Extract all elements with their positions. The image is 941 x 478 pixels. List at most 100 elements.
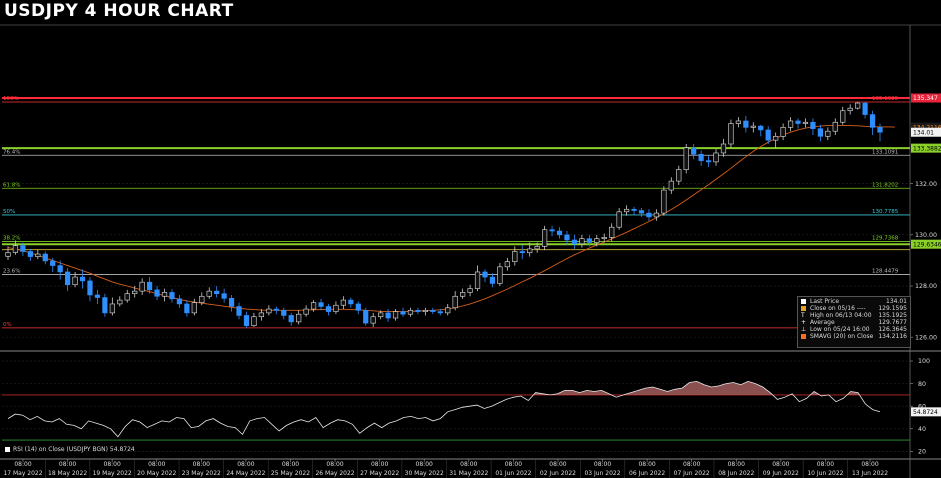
candle-body xyxy=(333,304,339,312)
candle-body xyxy=(601,237,607,239)
candle-body xyxy=(765,129,771,141)
x-axis-date-label: 18 May 2022 xyxy=(48,470,87,477)
fib-value-label: 130.7785 xyxy=(872,209,899,215)
legend-value: 135.1925 xyxy=(878,312,907,320)
legend-label: High on 06/13 04:00 xyxy=(810,312,872,320)
x-axis-time-label: 08:00 xyxy=(683,461,700,468)
x-axis-time-label: 08:00 xyxy=(638,461,655,468)
candle-body xyxy=(810,121,816,129)
price-tag xyxy=(911,122,941,132)
candle-body xyxy=(161,292,168,297)
chart-title: USDJPY 4 HOUR CHART xyxy=(4,1,234,21)
candle-body xyxy=(556,230,563,236)
candle-body xyxy=(273,308,279,311)
candle-body xyxy=(519,251,525,254)
candle-body xyxy=(124,293,130,301)
legend-row: SMAVG (20) on Close 134.2116 xyxy=(801,333,907,340)
legend-value: 134.01 xyxy=(886,298,907,305)
candle-body xyxy=(415,310,421,312)
candle-body xyxy=(661,189,667,214)
candle-body xyxy=(176,298,183,305)
candle-body xyxy=(288,315,294,323)
x-axis-date-label: 27 May 2022 xyxy=(360,470,399,477)
candle-body xyxy=(609,226,615,238)
candle-body xyxy=(206,290,212,297)
candle-body xyxy=(840,110,846,123)
candle-body xyxy=(20,245,26,252)
candle-body xyxy=(773,136,779,141)
candle-body xyxy=(228,298,235,307)
candle-body xyxy=(303,308,309,315)
x-axis-time-label: 08:00 xyxy=(817,461,834,468)
candle-body xyxy=(735,120,742,124)
x-axis-date-label: 09 Jun 2022 xyxy=(763,470,799,477)
x-axis-time-label: 08:00 xyxy=(193,461,210,468)
candle-body xyxy=(392,311,399,319)
candle-body xyxy=(579,238,585,245)
candle-body xyxy=(676,169,682,182)
level-tag xyxy=(911,93,941,103)
candle-body xyxy=(653,212,660,218)
legend-row: Close on 05/16 ---- 129.1595 xyxy=(801,305,907,312)
x-axis-time-label: 08:00 xyxy=(148,461,165,468)
candle-body xyxy=(705,160,712,163)
x-axis-time-label: 08:00 xyxy=(416,461,433,468)
x-axis-date-label: 03 Jun 2022 xyxy=(584,470,620,477)
candle-body xyxy=(713,152,719,163)
candle-body xyxy=(79,276,86,282)
candle-body xyxy=(847,107,853,112)
x-axis-date-label: 24 May 2022 xyxy=(226,470,265,477)
fib-value-label: 133.1091 xyxy=(872,149,898,155)
candle-body xyxy=(214,290,220,295)
fib-percent-label: 61.8% xyxy=(3,182,20,188)
candle-body xyxy=(616,211,622,228)
fib-percent-label: 0% xyxy=(3,322,12,328)
x-axis: 08:00 17 May 2022 08:00 18 May 2022 08:00 19 … xyxy=(3,459,888,478)
candle-body xyxy=(534,246,540,250)
candle-body xyxy=(832,121,838,132)
candle-body xyxy=(474,271,481,289)
fib-percent-label: 23.6% xyxy=(3,269,20,275)
candle-body xyxy=(310,302,317,310)
price-axis-label: 132.00 xyxy=(915,181,937,188)
candle-body xyxy=(467,288,473,293)
legend-label: Average xyxy=(810,319,835,327)
candle-body xyxy=(251,316,257,326)
x-axis-time-label: 08:00 xyxy=(371,461,388,468)
fib-value-label: 129.7368 xyxy=(872,236,899,242)
candle-body xyxy=(102,297,108,314)
candle-body xyxy=(50,260,56,266)
candle-body xyxy=(571,239,578,245)
candle-body xyxy=(564,234,570,241)
level-tag-label: 133.3882 xyxy=(913,145,941,152)
rsi-label-text: RSI (14) on Close (USDJPY BGN) 54.8724 xyxy=(13,446,135,453)
candle-body xyxy=(750,125,756,128)
candle-body xyxy=(72,276,78,286)
candle-body xyxy=(65,271,71,286)
candle-body xyxy=(631,208,637,211)
candle-body xyxy=(12,245,19,253)
rsi-last-tag-label: 54.8724 xyxy=(913,409,938,416)
price-tag xyxy=(911,127,941,137)
candle-body xyxy=(825,130,831,137)
horizontal-levels: 100%135.192576.4%133.109161.8%131.820250… xyxy=(2,96,910,329)
candle-body xyxy=(281,310,287,316)
x-axis-date-label: 01 Jun 2022 xyxy=(495,470,531,477)
x-axis-date-label: 10 Jun 2022 xyxy=(807,470,843,477)
candle-body xyxy=(430,310,436,312)
candle-body xyxy=(549,229,555,232)
legend-symbol: ⊥ xyxy=(801,326,807,334)
candle-body xyxy=(400,311,406,315)
candle-body xyxy=(758,125,764,131)
fib-percent-label: 50% xyxy=(3,209,15,215)
rsi-axis-label: 60 xyxy=(918,403,926,410)
candle-body xyxy=(512,251,518,263)
legend-value: 134.2116 xyxy=(878,333,907,341)
legend-row: T High on 06/13 04:00 135.1925 xyxy=(801,312,907,319)
candle-body xyxy=(42,253,48,262)
x-axis-time-label: 08:00 xyxy=(505,461,522,468)
candle-body xyxy=(318,302,324,307)
candle-body xyxy=(728,123,734,145)
candle-body xyxy=(802,121,809,124)
